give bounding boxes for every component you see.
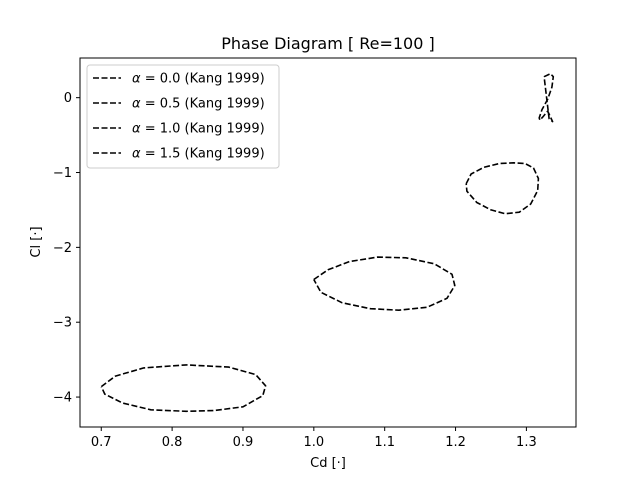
y-axis-label: Cl [·] bbox=[29, 226, 44, 257]
chart-title: Phase Diagram [ Re=100 ] bbox=[221, 34, 434, 53]
legend-alpha-symbol: α bbox=[132, 147, 141, 162]
plot-lines bbox=[100, 72, 555, 413]
series-line-3 bbox=[100, 364, 267, 413]
series-line-0 bbox=[538, 72, 555, 123]
x-tick-label: 1.2 bbox=[445, 435, 466, 450]
x-axis-ticks: 0.7 0.8 0.9 1.0 1.1 1.2 1.3 bbox=[91, 427, 537, 450]
plot-area-frame bbox=[79, 57, 577, 428]
legend-label: α = 0.5 (Kang 1999) bbox=[132, 97, 265, 112]
y-axis-ticks: 0 −1 −2 −3 −4 bbox=[53, 91, 80, 406]
x-tick-label: 0.7 bbox=[91, 435, 112, 450]
x-tick-label: 1.3 bbox=[516, 435, 537, 450]
x-tick-label: 1.1 bbox=[374, 435, 395, 450]
legend-alpha-symbol: α bbox=[132, 97, 141, 112]
legend-box bbox=[86, 64, 280, 169]
series-line-2 bbox=[313, 256, 456, 312]
legend-alpha-symbol: α bbox=[132, 72, 141, 87]
legend-label: α = 1.5 (Kang 1999) bbox=[132, 147, 265, 162]
y-tick-label: −4 bbox=[53, 391, 72, 406]
legend: α = 0.0 (Kang 1999)α = 0.5 (Kang 1999)α … bbox=[86, 64, 280, 169]
y-tick-label: −2 bbox=[53, 241, 72, 256]
series-line-1 bbox=[465, 162, 540, 215]
y-tick-label: 0 bbox=[64, 91, 72, 106]
y-tick-label: −3 bbox=[53, 316, 72, 331]
y-tick-label: −1 bbox=[53, 166, 72, 181]
legend-label-rest: = 1.5 (Kang 1999) bbox=[141, 147, 265, 162]
legend-label-rest: = 1.0 (Kang 1999) bbox=[141, 122, 265, 137]
legend-label-rest: = 0.0 (Kang 1999) bbox=[141, 72, 265, 87]
x-tick-label: 0.8 bbox=[162, 435, 183, 450]
legend-label: α = 0.0 (Kang 1999) bbox=[132, 72, 265, 87]
x-tick-label: 0.9 bbox=[233, 435, 254, 450]
legend-label-rest: = 0.5 (Kang 1999) bbox=[141, 97, 265, 112]
x-tick-label: 1.0 bbox=[303, 435, 324, 450]
x-axis-label: Cd [·] bbox=[310, 456, 346, 471]
legend-label: α = 1.0 (Kang 1999) bbox=[132, 122, 265, 137]
legend-alpha-symbol: α bbox=[132, 122, 141, 137]
